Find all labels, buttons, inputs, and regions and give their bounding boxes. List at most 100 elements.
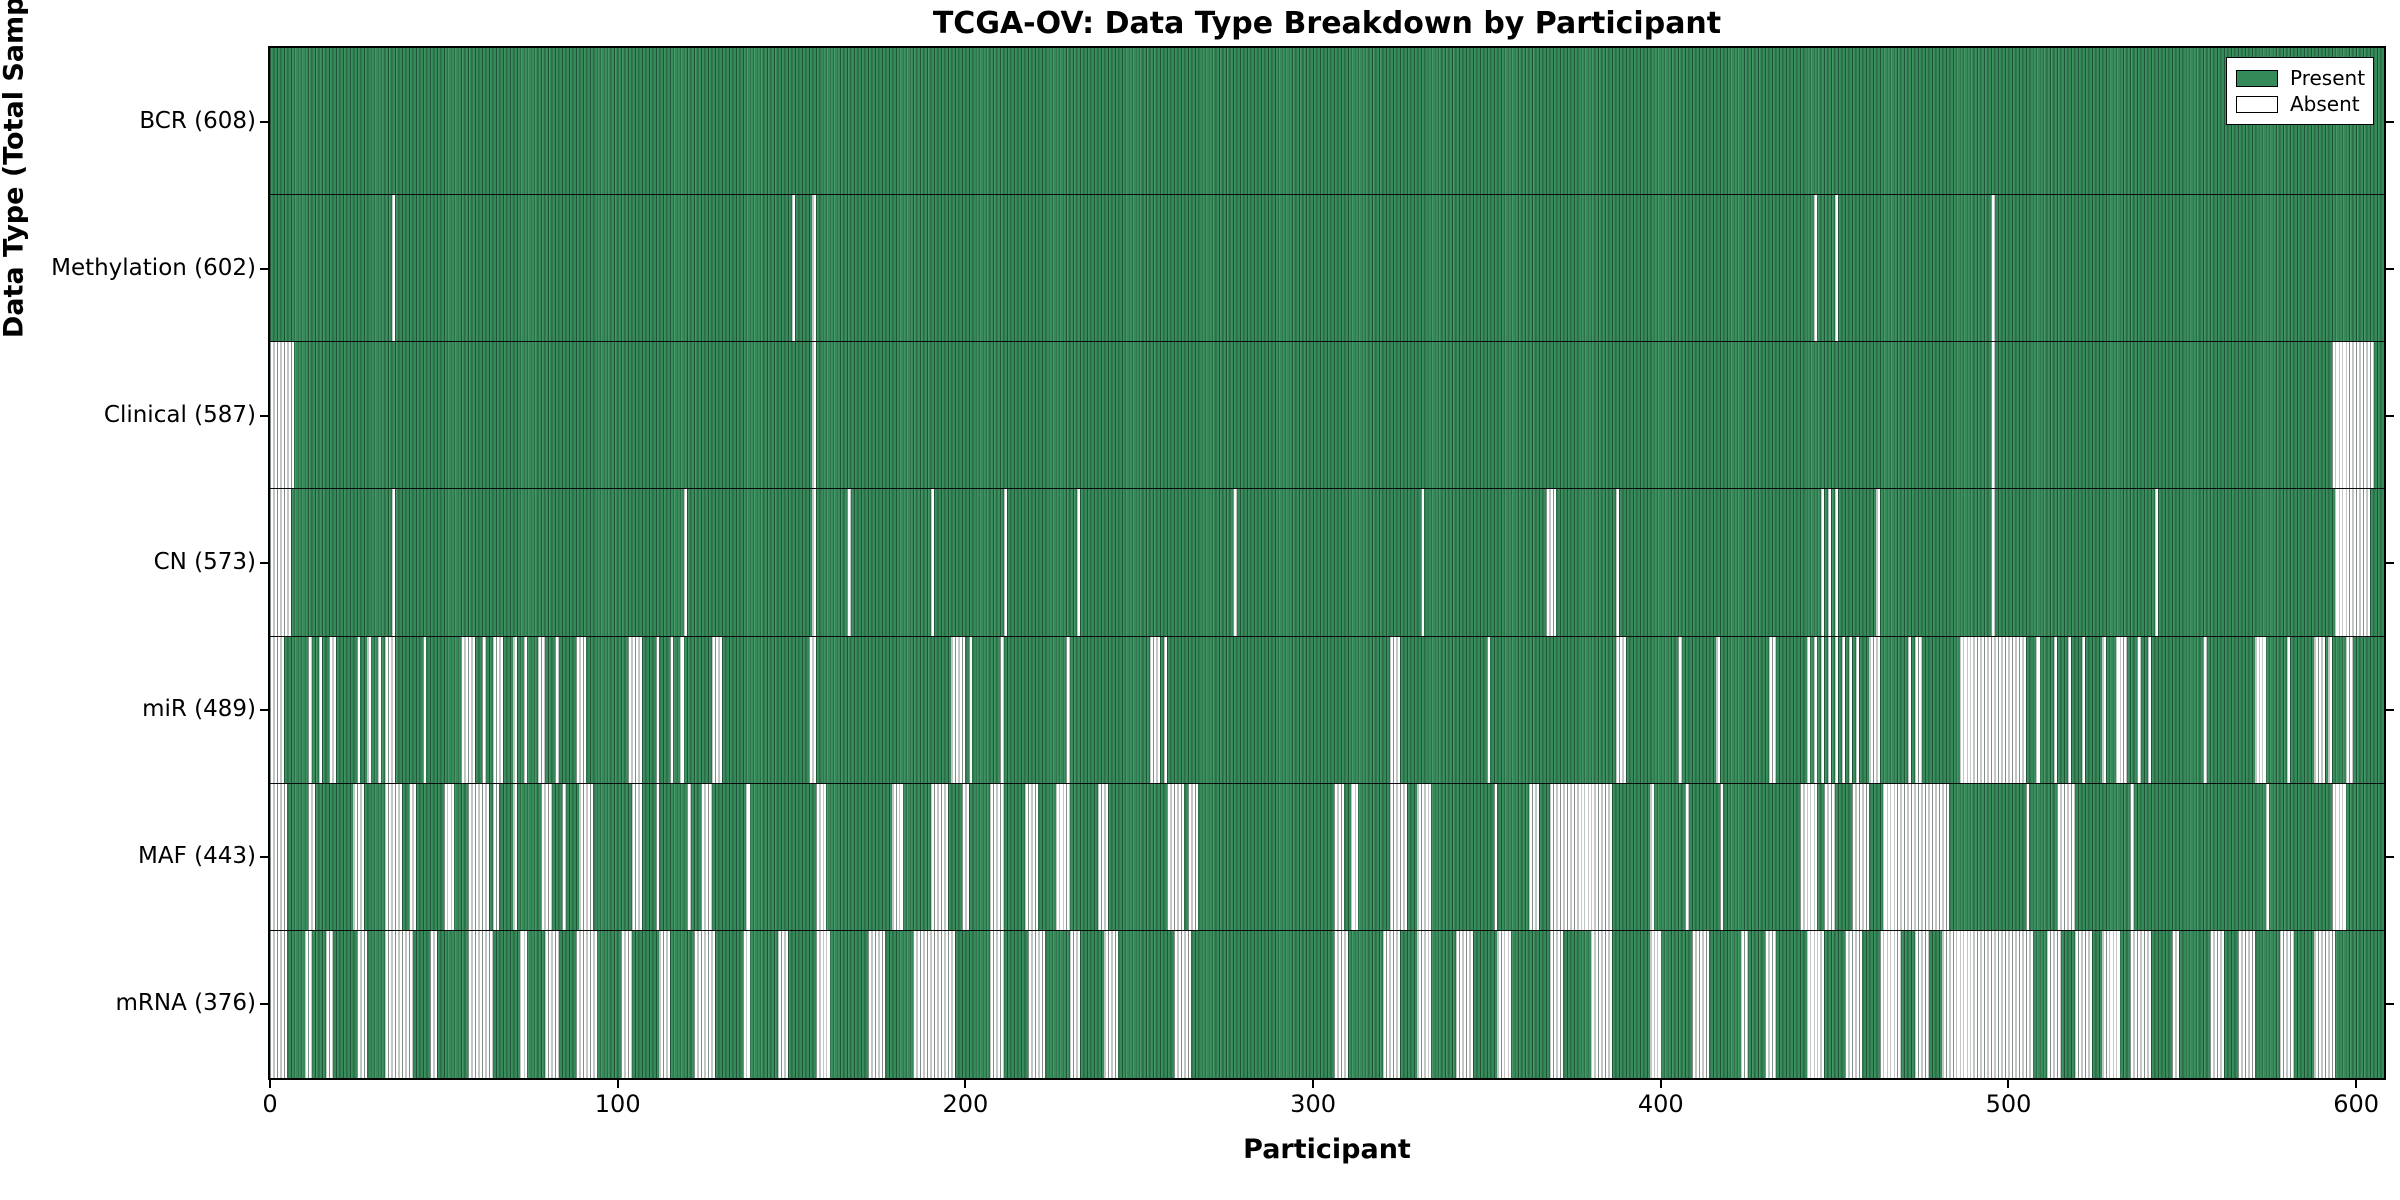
- xtick-label-400: 400: [1637, 1090, 1684, 1118]
- absent-stripe: [2203, 636, 2207, 783]
- absent-stripe: [1876, 489, 1880, 636]
- xtick-label-100: 100: [594, 1090, 641, 1118]
- absent-stripe: [1678, 636, 1682, 783]
- absent-stripe: [391, 195, 396, 342]
- legend-label: Present: [2290, 66, 2366, 90]
- absent-stripe: [2067, 636, 2072, 783]
- xtick-label-0: 0: [262, 1090, 278, 1118]
- absent-stripe: [270, 636, 284, 783]
- y-tickmark: [2386, 1003, 2394, 1006]
- x-tickmark: [2007, 1080, 2010, 1088]
- absent-stripe: [304, 930, 312, 1078]
- absent-stripe: [711, 636, 722, 783]
- absent-stripe: [2279, 930, 2294, 1078]
- bar-edge-texture: [270, 489, 2384, 636]
- absent-stripe: [1852, 783, 1870, 930]
- absent-stripe: [742, 930, 750, 1078]
- plot-area: [268, 46, 2386, 1080]
- absent-stripe: [2137, 636, 2141, 783]
- absent-stripe: [1806, 930, 1825, 1078]
- absent-stripe: [1834, 489, 1839, 636]
- absent-stripe: [544, 930, 559, 1078]
- absent-stripe: [655, 636, 660, 783]
- absent-stripe: [1382, 930, 1400, 1078]
- absent-stripe: [384, 636, 396, 783]
- absent-stripe: [1389, 783, 1407, 930]
- absent-stripe: [377, 636, 382, 783]
- absent-stripe: [1024, 783, 1039, 930]
- row-cn: [270, 489, 2384, 637]
- absent-stripe: [2331, 342, 2374, 489]
- absent-stripe: [1546, 489, 1557, 636]
- absent-stripe: [1740, 930, 1748, 1078]
- x-tickmark: [1312, 1080, 1315, 1088]
- absent-stripe: [2314, 636, 2325, 783]
- absent-stripe: [2171, 930, 2179, 1078]
- absent-stripe: [384, 930, 413, 1078]
- absent-stripe: [1167, 783, 1185, 930]
- absent-stripe: [1486, 636, 1491, 783]
- absent-stripe: [2130, 930, 2152, 1078]
- absent-stripe: [815, 930, 830, 1078]
- legend-label: Absent: [2290, 92, 2360, 116]
- absent-stripe: [1719, 783, 1724, 930]
- absent-stripe: [429, 930, 437, 1078]
- x-tickmark: [269, 1080, 271, 1088]
- absent-stripe: [930, 783, 948, 930]
- absent-stripe: [1417, 783, 1432, 930]
- absent-stripe: [541, 783, 552, 930]
- absent-stripe: [1420, 489, 1425, 636]
- row-clinical: [270, 342, 2384, 490]
- ytick-label-mrna: mRNA (376): [115, 990, 256, 1017]
- ytick-label-cn: CN (573): [153, 549, 256, 575]
- absent-stripe: [523, 636, 528, 783]
- absent-stripe: [687, 783, 691, 930]
- absent-stripe: [1493, 783, 1498, 930]
- x-axis-label: Participant: [1243, 1134, 1411, 1165]
- absent-stripe: [1883, 783, 1950, 930]
- absent-stripe: [2255, 636, 2266, 783]
- absent-stripe: [1914, 636, 1922, 783]
- y-tickmark: [260, 267, 268, 270]
- absent-stripe: [961, 783, 969, 930]
- absent-stripe: [2053, 636, 2058, 783]
- xtick-label-300: 300: [1290, 1090, 1336, 1118]
- x-tickmark: [616, 1080, 619, 1088]
- absent-stripe: [1650, 783, 1654, 930]
- absent-stripe: [1333, 930, 1348, 1078]
- y-tickmark: [260, 414, 268, 417]
- absent-stripe: [694, 930, 716, 1078]
- absent-stripe: [1914, 930, 1929, 1078]
- bar-edge-texture: [270, 195, 2384, 342]
- absent-stripe: [482, 636, 486, 783]
- absent-stripe: [391, 489, 396, 636]
- bar-edge-texture: [270, 342, 2384, 489]
- row-maf: [270, 783, 2384, 931]
- absent-stripe: [1942, 930, 2033, 1078]
- absent-stripe: [2025, 783, 2030, 930]
- absent-stripe: [1174, 930, 1192, 1078]
- absent-stripe: [555, 636, 559, 783]
- absent-stripe: [1824, 783, 1835, 930]
- absent-stripe: [1163, 636, 1168, 783]
- absent-stripe: [1149, 636, 1161, 783]
- absent-stripe: [2335, 489, 2371, 636]
- absent-stripe: [308, 636, 312, 783]
- absent-stripe: [2286, 636, 2291, 783]
- absent-stripe: [1549, 783, 1613, 930]
- x-tickmark: [964, 1080, 967, 1088]
- absent-stripe: [1685, 783, 1689, 930]
- ytick-label-maf: MAF (443): [138, 843, 256, 870]
- absent-stripe: [270, 930, 288, 1078]
- absent-stripe: [1066, 636, 1070, 783]
- legend-entry-absent: Absent: [2236, 91, 2363, 117]
- row-methylation: [270, 195, 2384, 343]
- absent-stripe: [989, 783, 1004, 930]
- absent-stripe: [659, 930, 670, 1078]
- row-mir: [270, 636, 2384, 784]
- absent-stripe: [1799, 783, 1818, 930]
- absent-stripe: [1069, 930, 1081, 1078]
- absent-stripe: [1076, 489, 1081, 636]
- absent-stripe: [270, 342, 295, 489]
- absent-stripe: [1003, 489, 1008, 636]
